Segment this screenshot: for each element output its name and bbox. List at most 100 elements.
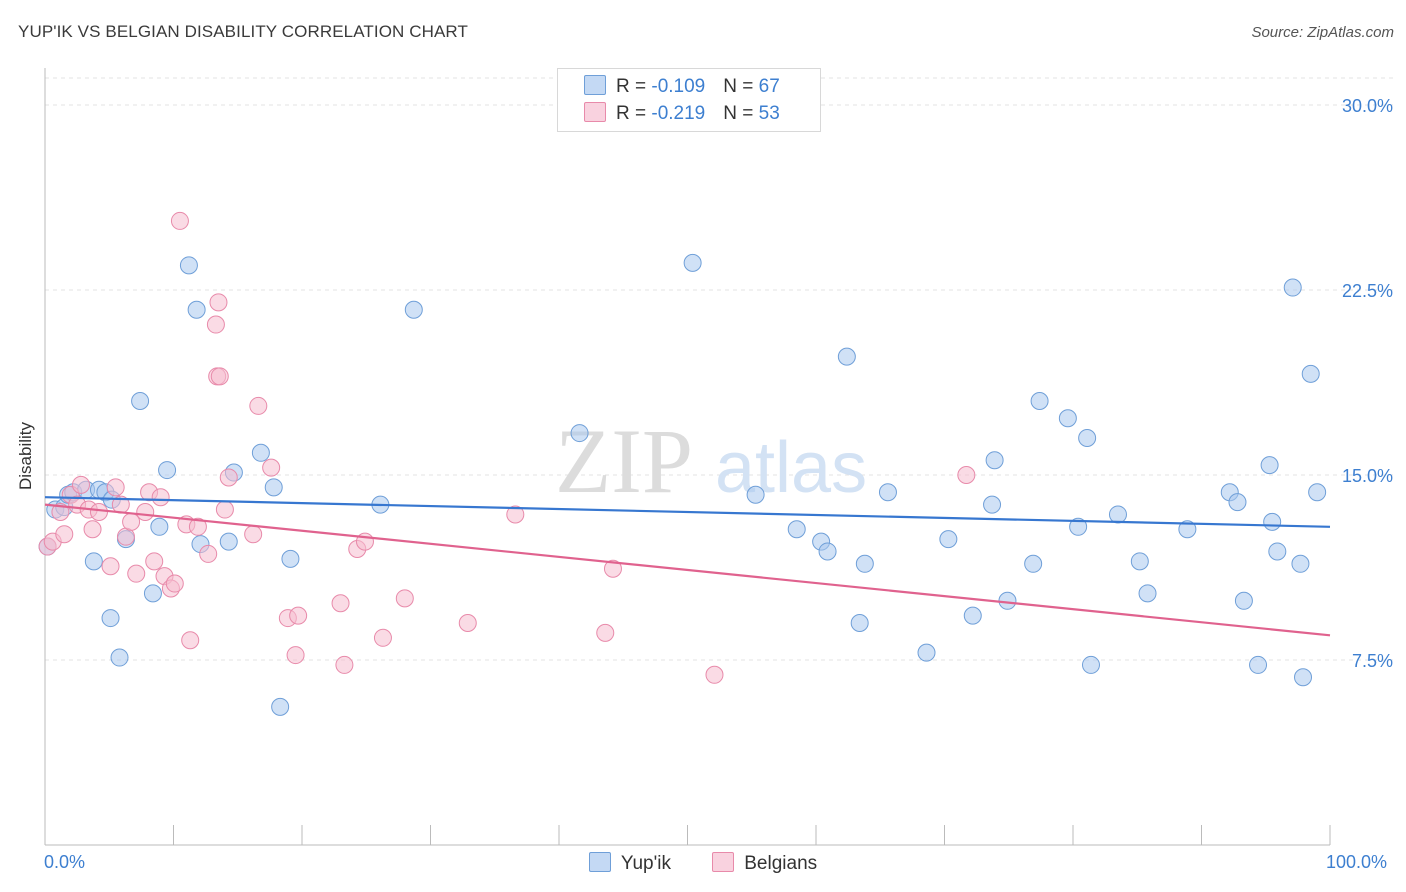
- point-yupik: [683, 253, 702, 272]
- legend-row-belgians: R = -0.219 N = 53: [584, 102, 780, 126]
- point-belgians: [136, 503, 155, 521]
- point-yupik: [855, 554, 874, 573]
- series-swatch-belgians: [712, 852, 735, 872]
- point-belgians: [210, 367, 229, 386]
- point-yupik: [939, 530, 958, 549]
- legend-swatch-belgians: [584, 102, 606, 122]
- point-yupik: [1130, 552, 1149, 571]
- point-belgians: [71, 475, 90, 494]
- correlation-legend: R = -0.109 N = 67 R = -0.219 N = 53: [557, 68, 821, 132]
- point-belgians: [373, 628, 392, 647]
- legend-n-value: 53: [758, 103, 780, 124]
- y-tick-labels: 7.5% 15.0% 22.5% 30.0%: [1342, 96, 1393, 671]
- point-belgians: [55, 525, 74, 544]
- point-belgians: [83, 520, 102, 539]
- series-swatch-yupik: [588, 852, 611, 872]
- point-yupik: [101, 609, 120, 628]
- chart-title: YUP'IK VS BELGIAN DISABILITY CORRELATION…: [18, 22, 468, 41]
- point-yupik: [110, 648, 129, 667]
- point-yupik: [1178, 520, 1197, 539]
- point-yupik: [150, 517, 169, 536]
- point-yupik: [1138, 584, 1157, 603]
- point-yupik: [187, 300, 206, 319]
- legend-r-value: -0.219: [651, 103, 706, 124]
- point-belgians: [170, 211, 189, 230]
- point-yupik: [1081, 655, 1100, 674]
- point-yupik: [251, 443, 270, 462]
- y-axis-label: Disability: [16, 421, 35, 491]
- series-legend-belgians: Belgians: [712, 852, 817, 875]
- point-yupik: [1283, 278, 1302, 297]
- legend-swatch-yupik: [584, 75, 606, 95]
- y-tick-label: 15.0%: [1342, 466, 1393, 486]
- point-yupik: [158, 461, 177, 480]
- point-belgians: [219, 468, 238, 487]
- point-belgians: [335, 655, 354, 674]
- point-yupik: [985, 451, 1004, 470]
- point-yupik: [219, 532, 238, 551]
- point-yupik: [131, 392, 150, 410]
- source-label: Source: ZipAtlas.com: [1251, 24, 1394, 41]
- point-yupik: [1030, 392, 1049, 410]
- point-belgians: [181, 631, 200, 650]
- point-belgians: [331, 594, 350, 613]
- y-tick-label: 22.5%: [1342, 281, 1393, 301]
- series-legend-yupik: Yup'ik: [588, 852, 671, 875]
- point-belgians: [395, 589, 414, 608]
- trend-line-yupik: [44, 496, 1331, 528]
- point-belgians: [249, 396, 268, 415]
- point-belgians: [122, 512, 141, 531]
- point-yupik: [1228, 493, 1247, 512]
- point-belgians: [51, 503, 70, 521]
- x-tick-label-max: 100.0%: [1326, 852, 1388, 872]
- point-yupik: [404, 300, 423, 319]
- point-belgians: [199, 544, 218, 563]
- legend-r-label: R =: [616, 76, 652, 97]
- point-yupik: [787, 520, 806, 539]
- point-yupik: [1069, 517, 1088, 536]
- point-yupik: [998, 591, 1017, 610]
- legend-n-label: N =: [723, 103, 759, 124]
- point-belgians: [151, 488, 170, 507]
- point-yupik: [1108, 505, 1127, 524]
- point-yupik: [1294, 668, 1313, 687]
- point-belgians: [262, 458, 281, 477]
- y-tick-label: 7.5%: [1352, 651, 1393, 671]
- point-belgians: [596, 623, 615, 642]
- point-belgians: [244, 525, 263, 544]
- point-yupik: [281, 549, 300, 568]
- point-yupik: [1234, 591, 1253, 610]
- series-legend: Yup'ik Belgians: [0, 852, 1406, 875]
- point-yupik: [1291, 554, 1310, 573]
- point-yupik: [1058, 409, 1077, 428]
- point-yupik: [1260, 456, 1279, 475]
- trend-line-belgians: [44, 503, 1331, 637]
- point-belgians: [145, 552, 164, 571]
- point-belgians: [106, 478, 125, 497]
- point-belgians: [188, 517, 207, 536]
- point-yupik: [1268, 542, 1287, 561]
- point-belgians: [209, 293, 228, 312]
- legend-n-value: 67: [758, 76, 780, 97]
- trend-lines: [44, 496, 1331, 637]
- point-yupik: [746, 485, 765, 504]
- point-belgians: [286, 646, 305, 665]
- point-yupik: [983, 495, 1002, 514]
- point-yupik: [570, 424, 589, 443]
- point-belgians: [289, 606, 308, 625]
- legend-r-value: -0.109: [651, 76, 706, 97]
- point-belgians: [101, 557, 120, 576]
- point-yupik: [818, 542, 837, 561]
- point-belgians: [705, 665, 724, 684]
- point-yupik: [264, 478, 283, 497]
- point-belgians: [458, 614, 477, 632]
- point-yupik: [1024, 554, 1043, 573]
- point-belgians: [206, 315, 225, 334]
- point-belgians: [165, 574, 184, 593]
- point-yupik: [179, 256, 198, 275]
- y-tick-label: 30.0%: [1342, 96, 1393, 116]
- point-yupik: [1078, 429, 1097, 447]
- point-yupik: [271, 697, 290, 716]
- point-yupik: [850, 614, 869, 632]
